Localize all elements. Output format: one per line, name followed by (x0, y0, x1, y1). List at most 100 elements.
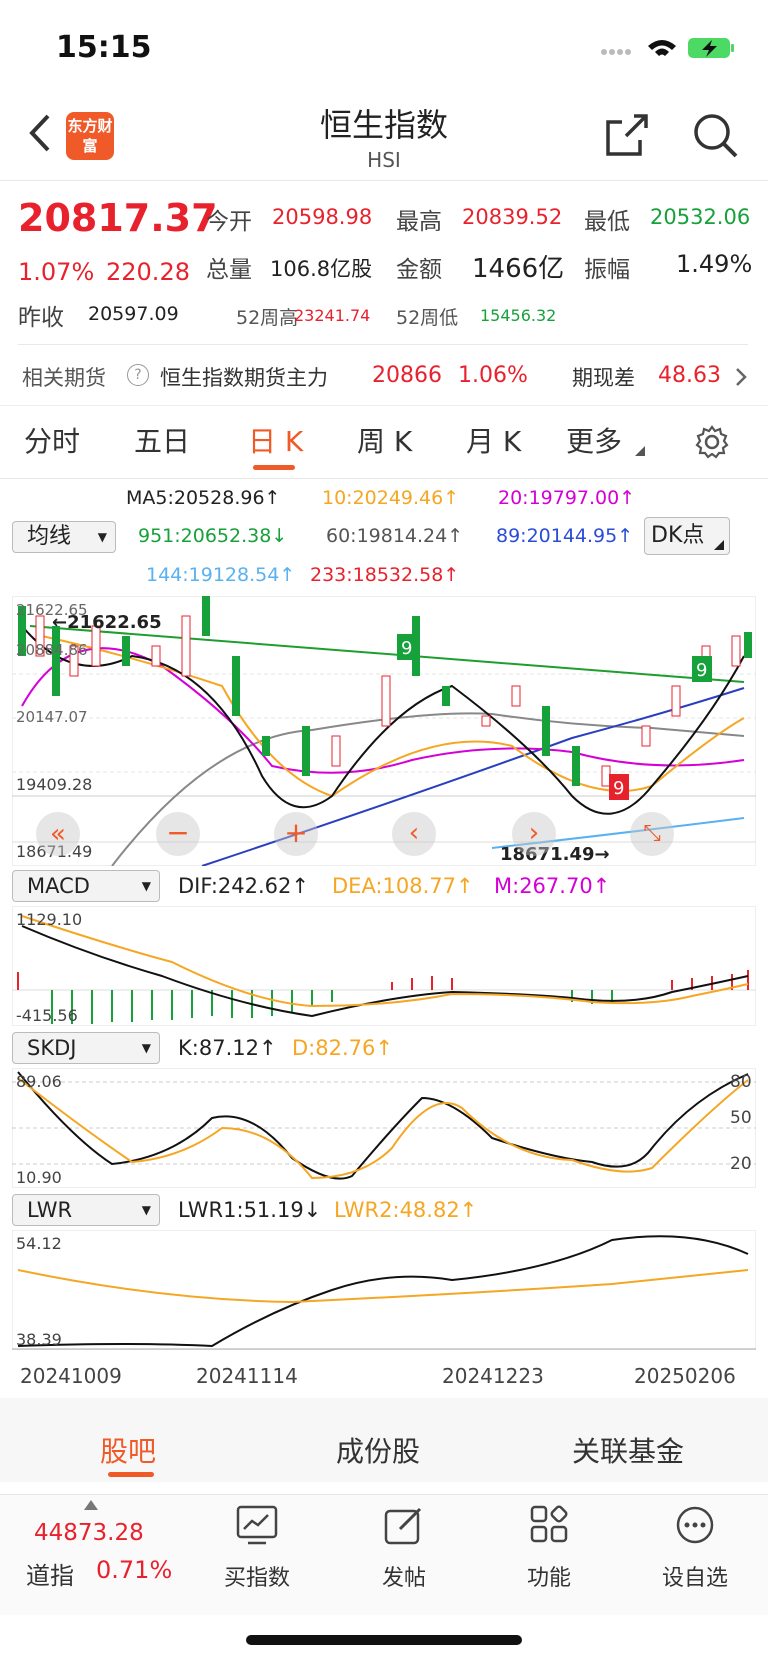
futures-name[interactable]: 恒生指数期货主力 (160, 366, 328, 390)
tab-related-funds[interactable]: 关联基金 (572, 1435, 685, 1468)
change-value: 220.28 (106, 258, 190, 286)
more-circle-icon (676, 1506, 714, 1544)
candlestick-chart[interactable]: 9 9 9 (12, 596, 756, 866)
dji-pct[interactable]: 0.71% (96, 1556, 173, 1584)
zoom-out-button[interactable]: − (156, 812, 200, 856)
help-icon[interactable]: ? (127, 364, 149, 386)
date-label-3: 20250206 (634, 1364, 736, 1388)
share-icon[interactable] (604, 112, 650, 158)
dropdown-arrow-icon: ▼ (141, 1041, 151, 1055)
lwr1-value: LWR1:51.19↓ (178, 1198, 322, 1222)
tab-intraday[interactable]: 分时 (24, 425, 81, 458)
tab-forum[interactable]: 股吧 (100, 1435, 157, 1468)
edit-post-icon (384, 1507, 422, 1545)
ma60-value: 60:19814.24↑ (326, 525, 464, 547)
tab-constituents[interactable]: 成份股 (336, 1435, 421, 1468)
futures-price: 20866 (372, 363, 442, 388)
prev-close-label: 昨收 (18, 305, 64, 331)
futures-pct: 1.06% (458, 363, 528, 388)
caret-up-icon (84, 1500, 98, 1510)
macd-select-label: MACD (27, 874, 90, 898)
pan-right-button[interactable]: › (512, 812, 556, 856)
high-label: 最高 (396, 209, 442, 235)
macd-select[interactable]: MACD ▼ (12, 870, 160, 902)
basis-value: 48.63 (658, 363, 721, 388)
content-tab-indicator (108, 1472, 154, 1477)
dk-points-label: DK点 (651, 523, 705, 548)
skdj-k: K:87.12↑ (178, 1036, 277, 1060)
dji-value[interactable]: 44873.28 (34, 1520, 144, 1546)
volume-value: 106.8亿股 (270, 257, 373, 281)
chevron-right-icon[interactable] (734, 366, 748, 388)
page-title: 恒生指数 (319, 106, 448, 144)
app-logo: 东方财富 (66, 112, 114, 160)
buy-index-button[interactable]: 买指数 (223, 1566, 290, 1591)
date-label-2: 20241223 (442, 1364, 544, 1388)
settings-gear-icon[interactable] (694, 424, 730, 460)
lwr-bottom-label: 38.39 (16, 1330, 62, 1349)
y-axis-label-1: 20884.86 (16, 641, 88, 659)
status-icons (601, 38, 734, 58)
ma10-value: 10:20249.46↑ (322, 487, 460, 509)
function-button[interactable]: 功能 (526, 1566, 571, 1591)
low-label: 最低 (584, 209, 630, 235)
skdj-level-20: 20 (730, 1154, 752, 1174)
add-watchlist-button[interactable]: 设自选 (661, 1566, 728, 1591)
content-tabs (0, 1398, 768, 1482)
y-axis-label-0: 21622.65 (16, 601, 88, 619)
amplitude-label: 振幅 (584, 257, 630, 283)
search-icon[interactable] (692, 112, 740, 160)
skdj-top-label: 89.06 (16, 1072, 62, 1091)
bottom-toolbar (0, 1494, 768, 1615)
y-axis-label-3: 19409.28 (16, 775, 93, 794)
date-label-1: 20241114 (196, 1364, 298, 1388)
post-button[interactable]: 发帖 (381, 1566, 426, 1591)
dropdown-arrow-icon: ▼ (97, 530, 107, 544)
lwr-top-label: 54.12 (16, 1234, 62, 1253)
period-tabs (0, 405, 768, 479)
volume-label: 总量 (206, 257, 252, 283)
wk52-high-label: 52周高 (236, 307, 299, 329)
basis-label: 期现差 (572, 366, 635, 390)
zoom-in-button[interactable]: + (274, 812, 318, 856)
dji-label[interactable]: 道指 (26, 1562, 74, 1590)
svg-text:9: 9 (401, 638, 412, 659)
macd-bottom-label: -415.56 (16, 1006, 78, 1025)
y-axis-label-2: 20147.07 (16, 708, 88, 726)
svg-text:9: 9 (696, 660, 707, 681)
skdj-select[interactable]: SKDJ ▼ (12, 1032, 160, 1064)
low-marker: 18671.49→ (500, 844, 610, 865)
tab-five-day[interactable]: 五日 (134, 425, 191, 458)
chart-trend-icon (236, 1505, 278, 1545)
ma5-value: MA5:20528.96↑ (126, 487, 281, 509)
date-label-0: 20241009 (20, 1364, 122, 1388)
ma20-value: 20:19797.00↑ (498, 487, 636, 509)
macd-dea: DEA:108.77↑ (332, 874, 474, 898)
lwr-select[interactable]: LWR ▼ (12, 1194, 160, 1226)
high-marker-value: 21622.65 (67, 612, 162, 633)
skdj-level-80: 80 (730, 1072, 752, 1092)
pan-left-button[interactable]: ‹ (392, 812, 436, 856)
tab-active-indicator (253, 465, 295, 470)
tab-weekly-k[interactable]: 周 K (357, 425, 413, 458)
macd-top-label: 1129.10 (16, 910, 83, 929)
wk52-low-label: 52周低 (396, 307, 459, 329)
amplitude-value: 1.49% (676, 250, 753, 278)
tab-daily-k[interactable]: 日 K (248, 425, 304, 458)
status-bar: 15:15 (0, 0, 768, 95)
scroll-start-button[interactable]: « (36, 812, 80, 856)
lwr2-value: LWR2:48.82↑ (334, 1198, 478, 1222)
wk52-low-value: 15456.32 (480, 306, 557, 325)
current-price: 20817.37 (18, 196, 218, 240)
amount-value: 1466亿 (472, 254, 565, 284)
tab-monthly-k[interactable]: 月 K (466, 425, 522, 458)
ma951-value: 951:20652.38↓ (138, 525, 288, 547)
fullscreen-icon[interactable]: ⤡ (630, 812, 674, 856)
prev-close-value: 20597.09 (88, 303, 179, 325)
skdj-select-label: SKDJ (27, 1036, 77, 1060)
open-label: 今开 (206, 209, 252, 235)
back-icon[interactable] (26, 112, 54, 154)
y-axis-label-4: 18671.49 (16, 842, 93, 861)
ma-select[interactable]: 均线 ▼ (12, 521, 116, 553)
tab-more[interactable]: 更多 (566, 425, 623, 458)
